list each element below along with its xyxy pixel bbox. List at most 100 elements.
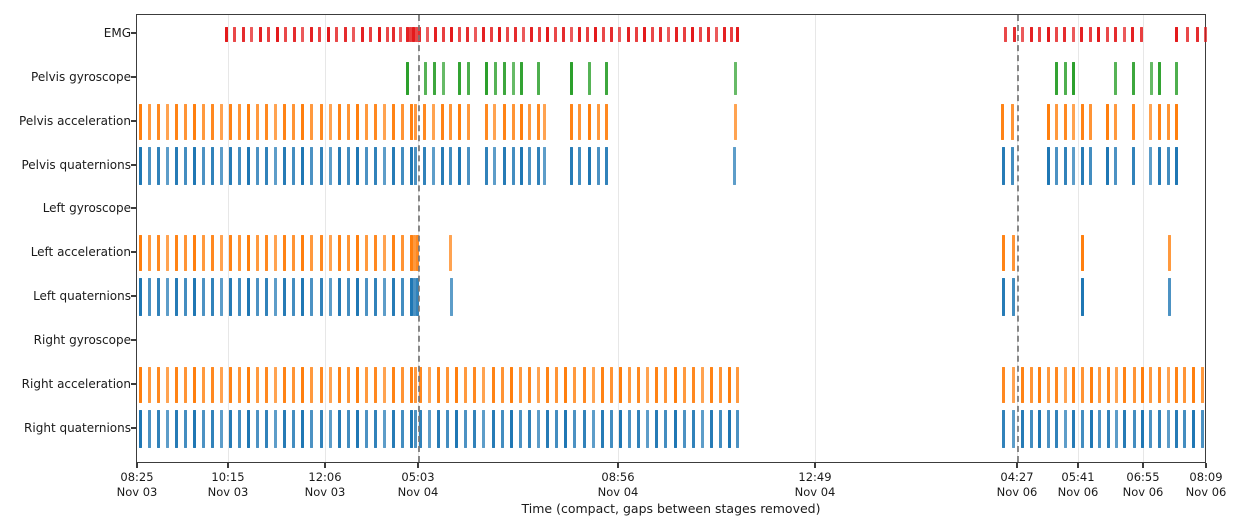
x-axis-tick-label: 08:09 Nov 06 <box>1185 470 1227 499</box>
event-tick <box>175 410 178 448</box>
event-tick <box>1055 147 1058 185</box>
event-tick <box>399 26 402 42</box>
stage-boundary-line <box>1017 15 1019 462</box>
gridline <box>228 15 229 462</box>
event-tick <box>503 104 506 140</box>
event-tick <box>736 410 739 448</box>
event-tick <box>1030 367 1033 403</box>
event-tick <box>329 104 332 140</box>
event-tick <box>605 147 608 185</box>
event-tick <box>409 26 412 42</box>
event-tick <box>1055 26 1058 42</box>
event-tick <box>578 104 581 140</box>
event-tick <box>247 104 250 140</box>
event-tick <box>546 26 549 42</box>
event-tick <box>184 104 187 140</box>
event-tick <box>605 61 608 95</box>
event-tick <box>166 278 169 316</box>
event-tick <box>392 235 395 271</box>
y-axis-tick-mark <box>131 207 136 209</box>
event-tick <box>301 367 304 403</box>
event-tick <box>335 26 338 42</box>
event-tick <box>467 104 470 140</box>
event-tick <box>473 367 476 403</box>
event-tick <box>619 410 622 448</box>
event-tick <box>1133 367 1136 403</box>
event-tick <box>1072 147 1075 185</box>
event-tick <box>1175 367 1178 403</box>
event-tick <box>310 147 313 185</box>
event-tick <box>1047 104 1050 140</box>
event-tick <box>426 26 429 42</box>
x-axis-tick-mark <box>324 463 326 468</box>
y-axis-label: EMG <box>103 26 131 40</box>
event-tick <box>546 367 549 403</box>
event-tick <box>229 367 232 403</box>
event-tick <box>283 147 286 185</box>
plot-area <box>136 14 1207 463</box>
event-tick <box>202 235 205 271</box>
event-tick <box>1149 147 1152 185</box>
event-tick <box>1038 410 1041 448</box>
event-tick <box>338 235 341 271</box>
event-tick <box>274 278 277 316</box>
event-tick <box>482 367 485 403</box>
event-tick <box>184 147 187 185</box>
event-tick <box>392 26 395 42</box>
event-tick <box>503 147 506 185</box>
event-tick <box>401 278 404 316</box>
event-tick <box>437 410 440 448</box>
event-tick <box>1011 104 1014 140</box>
event-tick <box>493 104 496 140</box>
event-tick <box>184 410 187 448</box>
event-tick <box>374 147 377 185</box>
gridline <box>618 15 619 462</box>
event-tick <box>464 410 467 448</box>
event-tick <box>482 410 485 448</box>
event-tick <box>256 367 259 403</box>
event-tick <box>605 104 608 140</box>
event-tick <box>1106 26 1109 42</box>
event-tick <box>233 26 236 42</box>
event-tick <box>338 104 341 140</box>
event-tick <box>1012 410 1015 448</box>
event-tick <box>329 235 332 271</box>
event-tick <box>202 147 205 185</box>
event-tick <box>433 61 436 95</box>
event-tick <box>1098 367 1101 403</box>
event-tick <box>1175 104 1178 140</box>
event-tick <box>1081 410 1084 448</box>
event-tick <box>356 147 359 185</box>
event-tick <box>543 104 546 140</box>
event-tick <box>401 104 404 140</box>
event-tick <box>442 26 445 42</box>
event-tick <box>1055 410 1058 448</box>
event-tick <box>301 26 304 42</box>
event-tick <box>588 61 591 95</box>
event-tick <box>365 410 368 448</box>
event-tick <box>715 26 718 42</box>
event-tick <box>238 410 241 448</box>
event-tick <box>329 147 332 185</box>
event-tick <box>220 147 223 185</box>
event-tick <box>564 367 567 403</box>
event-tick <box>710 410 713 448</box>
event-tick <box>610 26 613 42</box>
event-tick <box>646 367 649 403</box>
event-tick <box>458 61 461 95</box>
x-axis-tick-mark <box>136 463 138 468</box>
event-tick <box>501 367 504 403</box>
y-axis-label: Right gyroscope <box>33 333 131 347</box>
event-tick <box>202 278 205 316</box>
event-tick <box>707 26 710 42</box>
event-tick <box>310 410 313 448</box>
event-tick <box>265 410 268 448</box>
event-tick <box>466 26 469 42</box>
event-tick <box>1115 367 1118 403</box>
event-tick <box>242 26 245 42</box>
event-tick <box>528 367 531 403</box>
event-tick <box>293 26 296 42</box>
event-tick <box>1089 147 1092 185</box>
y-axis-label: Pelvis quaternions <box>21 158 131 172</box>
event-tick <box>655 410 658 448</box>
